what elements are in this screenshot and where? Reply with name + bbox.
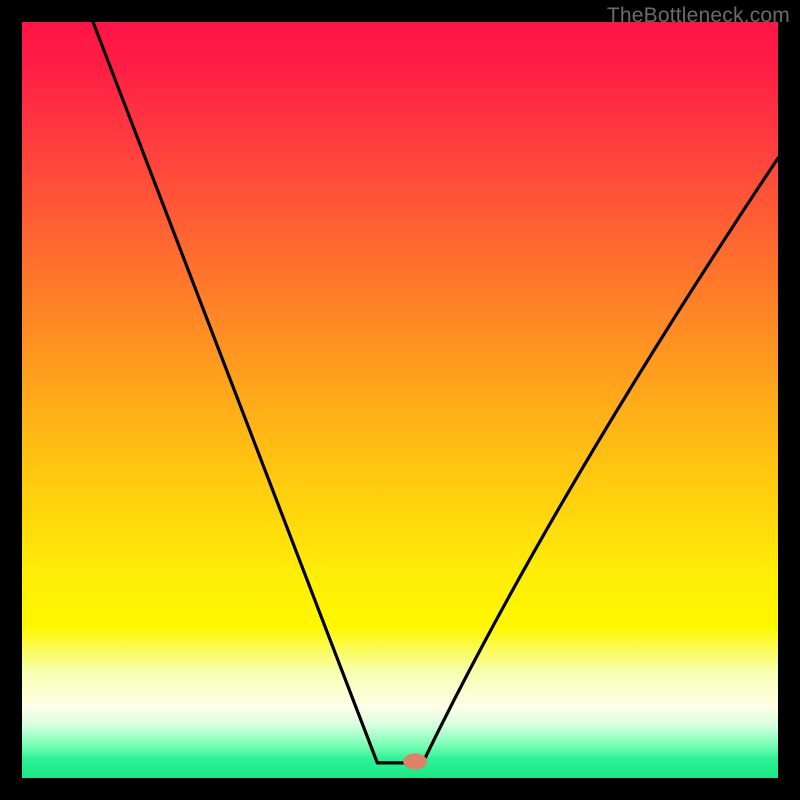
bottleneck-chart: TheBottleneck.com <box>0 0 800 800</box>
watermark-text: TheBottleneck.com <box>607 4 790 28</box>
min-marker <box>403 753 427 769</box>
chart-svg <box>0 0 800 800</box>
